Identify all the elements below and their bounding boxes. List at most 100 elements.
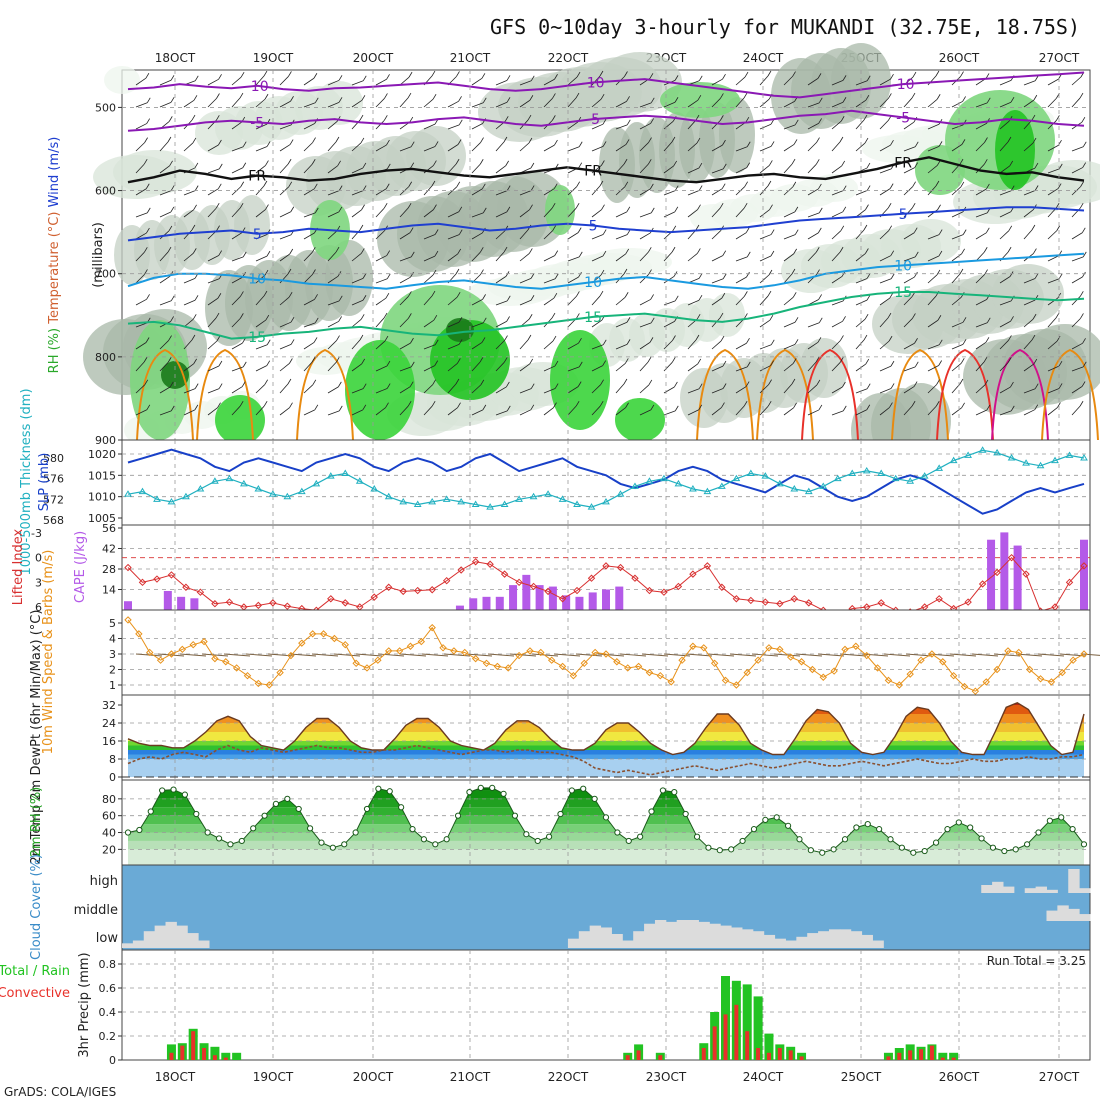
wind-barb [231,97,241,108]
temperature-contour-label: FR [248,169,266,185]
wind-barb [975,188,987,196]
wind-barb [711,340,722,350]
wind-barb [855,409,867,416]
wind-speed-point [645,668,654,677]
bottom-day-tick-label: 24OCT [743,1070,784,1084]
wind-barb [399,276,411,284]
wind-barb-flag [170,295,175,302]
wind-barb-flag [263,290,268,297]
wind-barb [855,299,868,306]
wind-barb-flag [287,158,292,165]
wind-barb [975,232,987,240]
wind-barb [255,234,268,240]
wind-barb-flag [914,338,918,344]
wind-speed-point [743,668,751,677]
wind-barb-flag [479,159,484,165]
wind-background [121,609,1091,696]
rh-point [215,835,223,842]
surface-wind-barb [377,653,405,657]
wind-barb [903,386,915,394]
wind-barb [159,141,169,152]
wind-barb-flag [866,162,871,169]
rh-point [420,836,428,843]
wind-barb [423,405,433,416]
precip-convective-bar [766,1052,771,1060]
wind-barb-flag [504,335,508,341]
wind-barb [879,365,892,372]
y-tick-label: 500 [95,101,116,114]
wind-speed-point [700,644,708,652]
cloud-cell [698,921,710,948]
wind-barb [879,168,892,174]
rh-shade-gray [588,248,672,276]
wind-barb [591,146,604,152]
wind-barb-flag [266,360,271,366]
wind-barb-flag [434,360,439,366]
wind-barb-flag [768,160,773,166]
ylabel-rh-2m: 2m RH (%) [29,787,44,858]
wind-barb-flag [407,92,412,99]
rh-point [967,824,974,831]
wind-barb [615,124,628,130]
temperature-contour-line [127,71,1085,99]
wind-barb [375,255,387,262]
wind-barb [687,190,700,196]
lifted-index-point [196,588,205,596]
rh-point [739,837,746,845]
lifted-index-point [471,558,480,566]
wind-barb [447,100,459,108]
wind-barb-flag [722,139,726,146]
wind-barb-flag [530,295,535,301]
wind-barb-flag [191,114,196,121]
wind-barb [807,341,819,350]
temperature-contour-label: FR [584,164,602,180]
dewpt-line [127,744,1085,776]
wind-barb-flag [504,116,509,122]
wind-barb [567,207,577,218]
wind-barb [207,388,220,394]
wind-speed-point [265,681,273,689]
wind-barb [231,296,241,306]
wind-barb-flag [961,248,965,255]
surface-warm-contour [801,348,859,441]
cape-bar [469,598,478,610]
y-tick-label: 800 [95,351,116,364]
wind-barb [471,232,483,240]
wind-barb-flag [481,183,486,190]
wind-barb-flag [145,183,150,189]
cloud-cell [122,943,134,948]
wind-barb [999,362,1009,372]
cloud-cell [1079,914,1091,921]
surface-warm-contour [296,348,354,441]
lifted-index-point [457,566,465,574]
wind-barb-flag [479,247,484,253]
temperature-contour-label: -5 [586,112,600,128]
wind-barb [951,234,964,240]
wind-barb [663,101,676,108]
wind-barb [543,255,555,262]
rh-point [454,812,462,819]
wind-barb-flag [143,356,148,363]
cape-bars [124,532,1088,610]
wind-barb [183,209,194,218]
wind-barb-flag [839,357,844,363]
wind-speed-point [439,644,447,652]
precip-convective-bar [919,1049,924,1060]
ylabel-cape: CAPE (J/kg) [73,531,88,603]
wind-barb-flag [480,379,485,386]
wind-barb-flag [863,334,868,341]
lifted-index-point [515,578,523,587]
wind-barb-flag [506,185,511,191]
wind-barb-flag [698,162,703,169]
precip-total-bar [742,984,752,1060]
wind-barb-flag [794,206,799,213]
wind-barb [231,405,241,416]
rh-shade-green [446,318,474,342]
wind-barb-flag [839,136,844,143]
wind-speed-point [917,656,925,664]
lifted-index-point [225,598,234,606]
precip-total-bar [753,996,763,1060]
wind-barb [783,234,796,240]
surface-wind-barb [399,653,427,657]
wind-barb-flag [1034,273,1039,279]
